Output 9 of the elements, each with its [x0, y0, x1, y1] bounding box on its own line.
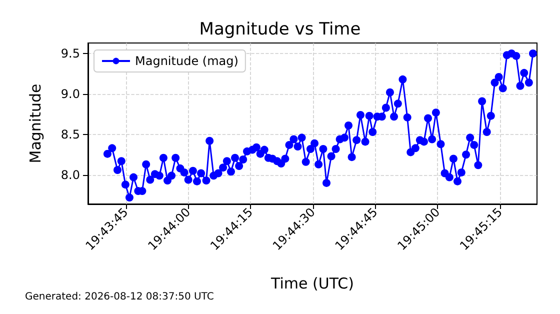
chart-title: Magnitude vs Time	[199, 20, 361, 40]
y-axis-title: Magnitude	[26, 84, 44, 164]
y-tick-label: 8.5	[60, 127, 80, 142]
text: Generated: 2026-08-12 08:37:50 UTC	[25, 292, 214, 302]
legend-label: Magnitude (mag)	[135, 54, 238, 68]
x-axis-title: Time (UTC)	[270, 274, 354, 292]
y-tick-label: 9.0	[60, 86, 80, 101]
y-tick-label: 8.0	[60, 168, 80, 182]
y-tick-label: 9.5	[60, 46, 80, 61]
